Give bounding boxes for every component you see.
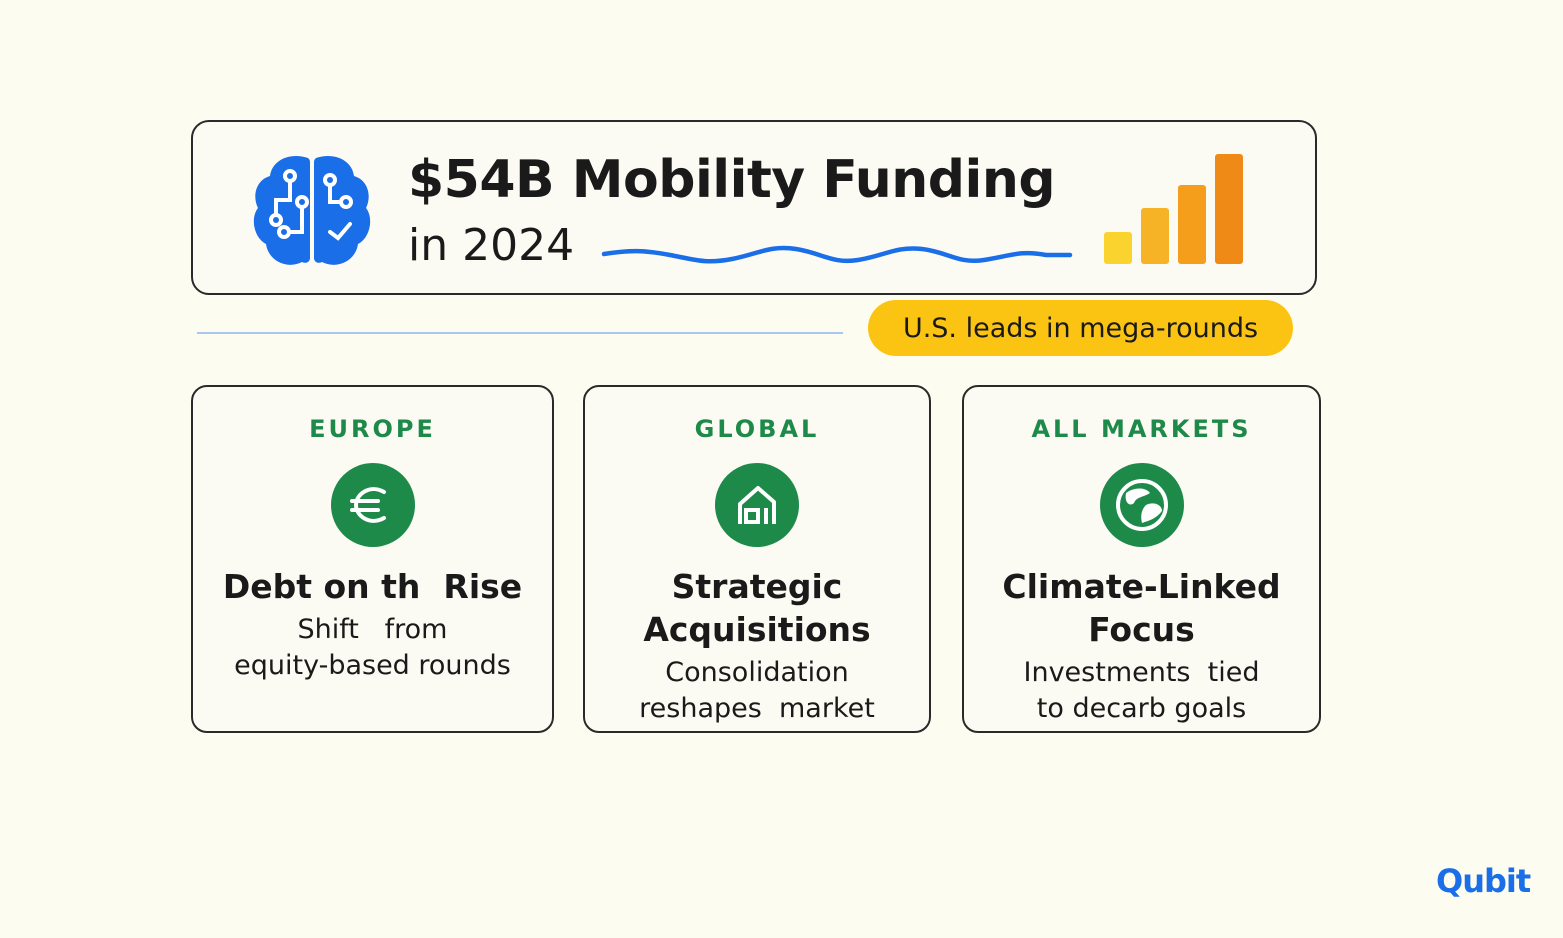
card-description: Investments tied to decarb goals [1023, 657, 1260, 724]
card-title: Climate-Linked Focus [1002, 567, 1281, 649]
bar-2 [1141, 208, 1169, 264]
card-europe: EUROPE Debt on th Rise Shift from equity… [191, 385, 554, 733]
bar-4 [1215, 154, 1243, 264]
divider-line [197, 332, 843, 334]
rising-bars-icon [1104, 154, 1243, 264]
card-title: Strategic Acquisitions [643, 567, 871, 649]
bar-1 [1104, 232, 1132, 264]
card-eyebrow: ALL MARKETS [1031, 415, 1252, 443]
headline-card [191, 120, 1317, 295]
headline-subtitle: in 2024 [408, 220, 575, 271]
building-icon [715, 463, 799, 547]
card-title: Debt on th Rise [222, 567, 523, 606]
wave-line [601, 245, 1073, 264]
euro-icon [330, 463, 415, 547]
bar-3 [1178, 185, 1206, 264]
callout-pill: U.S. leads in mega-rounds [868, 300, 1293, 356]
brain-circuit-icon [253, 156, 371, 265]
card-global: GLOBAL Strategic Acquisitions Consolidat… [583, 385, 931, 733]
card-eyebrow: EUROPE [309, 415, 436, 443]
card-all-markets: ALL MARKETS Climate-Linked Focus Investm… [962, 385, 1321, 733]
globe-leaf-icon [1099, 463, 1184, 547]
headline-title: $54B Mobility Funding [408, 150, 1056, 210]
card-description: Shift from equity-based rounds [234, 614, 511, 681]
card-eyebrow: GLOBAL [694, 415, 820, 443]
brand-logo: Qubit [1436, 862, 1531, 900]
card-description: Consolidation reshapes market [639, 657, 875, 724]
